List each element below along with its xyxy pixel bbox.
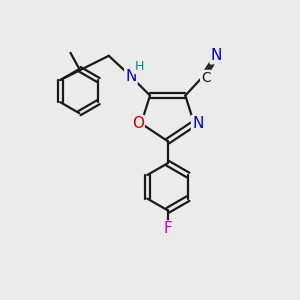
Text: F: F	[163, 221, 172, 236]
Text: H: H	[134, 61, 144, 74]
Text: N: N	[211, 48, 222, 63]
Text: N: N	[192, 116, 203, 131]
Text: O: O	[132, 116, 144, 131]
Text: C: C	[201, 71, 211, 85]
Text: N: N	[125, 69, 136, 84]
